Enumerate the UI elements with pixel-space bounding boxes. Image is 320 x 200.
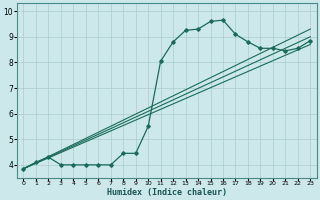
- X-axis label: Humidex (Indice chaleur): Humidex (Indice chaleur): [107, 188, 227, 197]
